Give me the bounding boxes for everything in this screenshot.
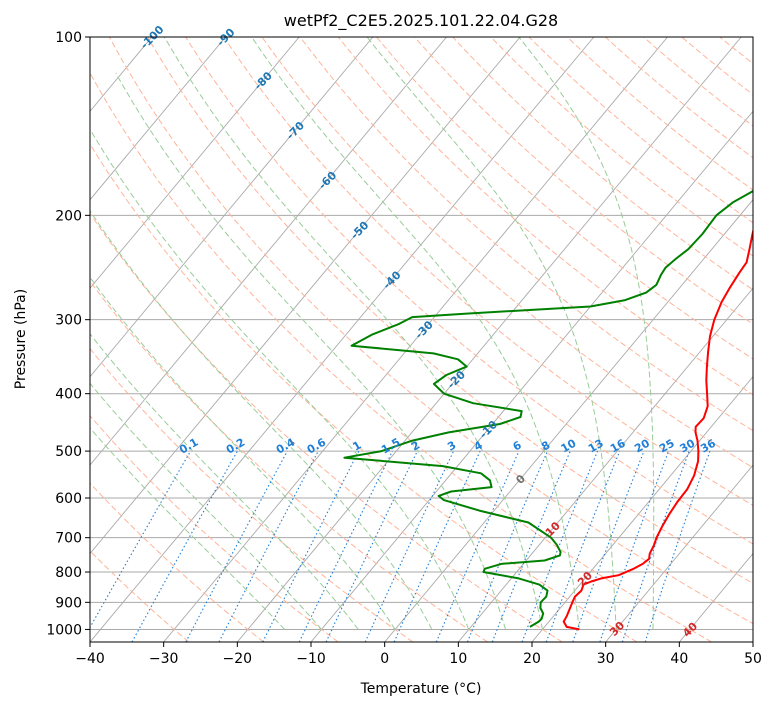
dry-adiabat-line xyxy=(490,37,753,257)
mixing-ratio-line xyxy=(298,450,393,642)
y-tick-label: 900 xyxy=(55,595,82,611)
mixing-ratio-line xyxy=(572,450,645,642)
x-tick-label: −30 xyxy=(149,651,179,667)
moist-adiabat-line xyxy=(163,37,543,630)
mixing-ratio-line xyxy=(185,450,288,642)
dry-adiabat-line xyxy=(223,37,753,507)
moist-adiabat-line xyxy=(90,333,359,630)
isotherm-line xyxy=(90,37,300,289)
dry-adiabat-line xyxy=(452,37,753,291)
x-tick-label: 10 xyxy=(449,651,467,667)
y-tick-label: 400 xyxy=(55,387,82,403)
moist-adiabat-line xyxy=(90,128,470,630)
dewpoint-profile-line xyxy=(343,189,753,628)
moist-adiabat-line xyxy=(90,276,396,630)
y-tick-label: 100 xyxy=(55,30,82,46)
x-tick-label: 20 xyxy=(523,651,541,667)
dry-adiabat-line xyxy=(108,37,753,625)
y-tick-label: 300 xyxy=(55,313,82,329)
y-axis-label: Pressure (hPa) xyxy=(13,289,29,389)
moist-adiabat-line xyxy=(90,427,285,630)
y-tick-label: 700 xyxy=(55,531,82,547)
x-tick-label: −10 xyxy=(296,651,326,667)
isotherm-line xyxy=(531,375,753,642)
isotherm-line xyxy=(605,464,753,642)
plot-frame xyxy=(89,36,754,643)
mixing-ratio-line xyxy=(599,450,670,642)
y-tick-label: 500 xyxy=(55,444,82,460)
x-axis-ticks: −40 −30 −20 −10 0 10 20 30 40 50 xyxy=(75,642,762,667)
mixing-ratio-line xyxy=(90,450,191,629)
mixing-ratio-line xyxy=(435,450,520,642)
dry-adiabat-line xyxy=(299,37,753,432)
dry-adiabat-line xyxy=(90,71,712,642)
dry-adiabat-line xyxy=(90,143,638,642)
x-tick-label: 0 xyxy=(380,651,389,667)
mixing-ratio-line xyxy=(364,450,454,642)
dry-adiabat-line xyxy=(605,37,753,159)
isotherm-line xyxy=(90,37,374,378)
mixing-ratio-line xyxy=(466,450,549,642)
x-tick-label: −20 xyxy=(223,651,253,667)
moist-adiabat-line xyxy=(90,382,322,630)
moist-adiabat-line xyxy=(518,37,655,630)
y-tick-label: 600 xyxy=(55,491,82,507)
x-tick-label: −40 xyxy=(75,651,105,667)
mixing-ratio-line xyxy=(644,450,711,642)
moist-adiabat-line xyxy=(90,209,433,630)
background-lines xyxy=(90,37,753,642)
dry-adiabat-line xyxy=(414,37,753,325)
mixing-ratio-line xyxy=(325,450,418,642)
isotherm-line xyxy=(236,37,742,642)
mixing-ratio-line xyxy=(393,450,481,642)
isotherm-line xyxy=(163,37,668,642)
moist-adiabat-line xyxy=(366,37,617,630)
isotherm-line xyxy=(90,37,595,642)
y-tick-label: 200 xyxy=(55,208,82,224)
dry-adiabat-line xyxy=(261,37,753,469)
chart-title: wetPf2_C2E5.2025.101.22.04.G28 xyxy=(284,11,558,31)
y-tick-label: 800 xyxy=(55,565,82,581)
dry-adiabat-line xyxy=(337,37,753,396)
dry-adiabat-line xyxy=(90,482,264,642)
mixing-ratio-line xyxy=(621,450,690,642)
x-tick-label: 30 xyxy=(597,651,615,667)
moist-adiabat-line xyxy=(251,37,580,630)
temperature-profile-line xyxy=(562,227,753,631)
mixing-ratio-lines xyxy=(90,450,711,642)
dry-adiabat-line xyxy=(90,280,488,642)
y-axis-ticks: 100 200 300 400 500 600 700 800 900 1000 xyxy=(46,30,90,638)
x-axis-label: Temperature (°C) xyxy=(360,681,482,697)
isotherm-line xyxy=(90,37,226,201)
isotherm-line xyxy=(90,37,521,555)
isotherm-line xyxy=(90,37,447,466)
x-tick-label: 50 xyxy=(744,651,762,667)
x-tick-label: 40 xyxy=(670,651,688,667)
dry-adiabat-line xyxy=(376,37,753,360)
dry-adiabat-line xyxy=(185,37,753,545)
isotherm-line xyxy=(384,199,753,642)
dry-adiabat-line xyxy=(147,37,753,584)
y-tick-label: 1000 xyxy=(46,622,82,638)
sounding-profiles xyxy=(343,189,753,631)
moist-adiabat-line xyxy=(115,72,507,630)
mixing-ratio-line xyxy=(131,450,238,642)
